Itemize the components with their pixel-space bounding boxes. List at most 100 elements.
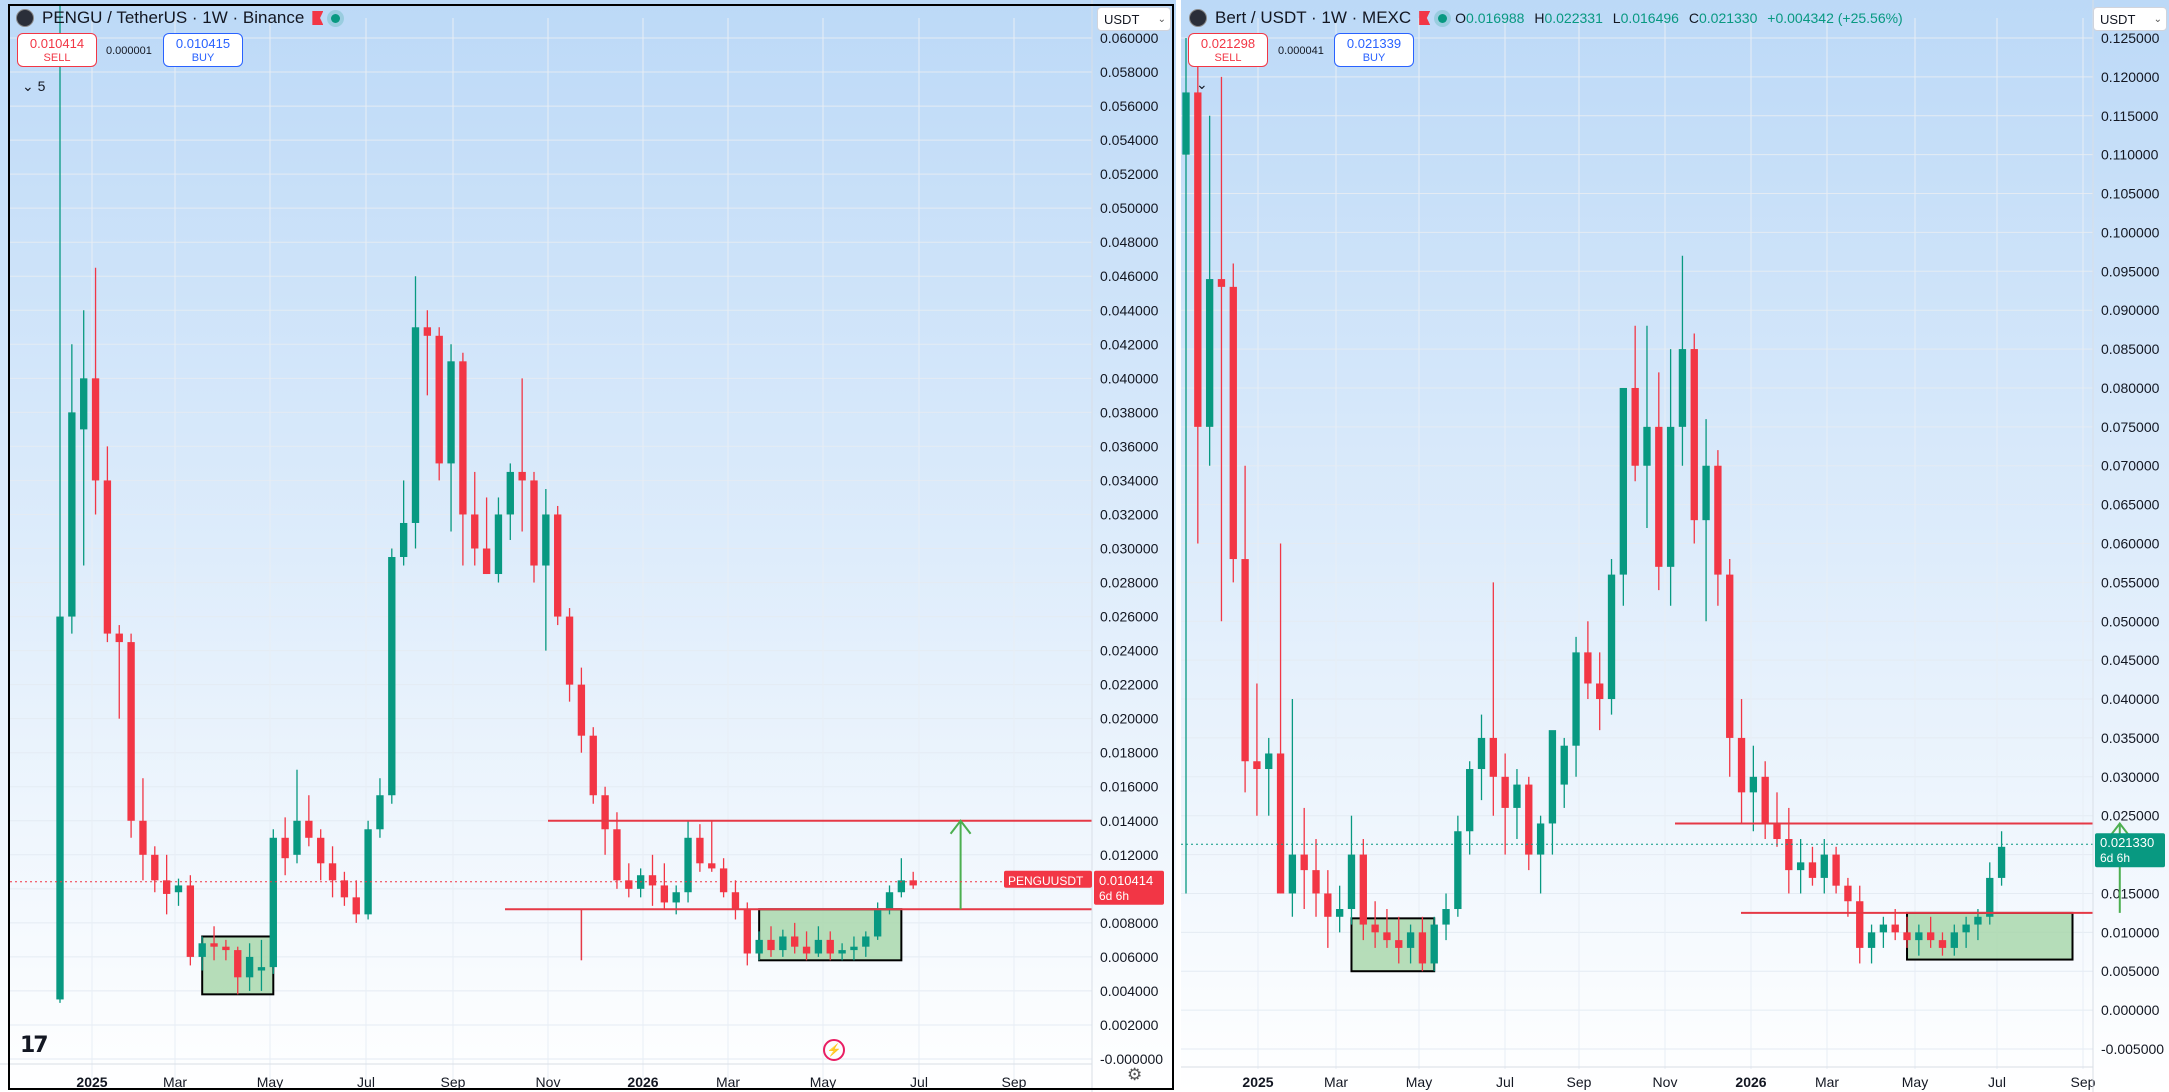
candle-body bbox=[1430, 924, 1438, 964]
candle-body bbox=[340, 880, 349, 898]
candle-body bbox=[1383, 932, 1391, 941]
candle-body bbox=[1950, 932, 1958, 948]
candle-body bbox=[305, 820, 313, 838]
candle-body bbox=[625, 880, 633, 889]
flag-icon[interactable] bbox=[312, 11, 324, 25]
candle-body bbox=[1324, 893, 1332, 917]
candle-body bbox=[518, 471, 526, 481]
candle-body bbox=[139, 820, 147, 855]
pengu-title[interactable]: PENGU / TetherUS · 1W · Binance bbox=[42, 8, 305, 27]
bert-sell-button[interactable]: 0.021298 SELL bbox=[1188, 33, 1268, 67]
bert-chart-svg[interactable]: -0.005000 0.000000 0.005000 0.010000 0.01500… bbox=[1181, 0, 2169, 1092]
candle-body bbox=[814, 939, 823, 954]
x-tick-label: May bbox=[257, 1074, 283, 1090]
candle-body bbox=[1217, 279, 1226, 287]
candle-body bbox=[1856, 901, 1864, 948]
chevron-down-icon: ⌄ bbox=[22, 78, 34, 94]
candle-body bbox=[459, 361, 467, 515]
pengu-buy-label: BUY bbox=[191, 52, 215, 64]
candle-body bbox=[1997, 846, 2006, 878]
candle-body bbox=[376, 795, 384, 830]
candle-body bbox=[1241, 559, 1249, 762]
y-tick-label: 0.085000 bbox=[2101, 341, 2160, 357]
pengu-buy-button[interactable]: 0.010415 BUY bbox=[163, 33, 243, 67]
chevron-down-icon: ⌄ bbox=[1196, 76, 1208, 92]
chart-panel-pengu[interactable]: -0.000000 0.002000 0.004000 0.006000 0.00800… bbox=[0, 0, 1178, 1092]
pengu-sell-button[interactable]: 0.010414 SELL bbox=[17, 33, 97, 67]
candle-body bbox=[68, 412, 76, 617]
x-tick-label: Jul bbox=[1496, 1074, 1514, 1090]
pengu-sell-label: SELL bbox=[43, 52, 71, 64]
pengu-indicator-count: 5 bbox=[37, 78, 46, 94]
bert-indicators-toggle[interactable]: ⌄ bbox=[1196, 76, 1208, 93]
candle-body bbox=[1737, 737, 1746, 793]
y-tick-label: 0.048000 bbox=[1100, 234, 1159, 250]
y-tick-label: 0.050000 bbox=[1100, 200, 1159, 216]
y-tick-label: 0.100000 bbox=[2101, 224, 2160, 240]
x-tick-label: Mar bbox=[1815, 1074, 1839, 1090]
ohlc-change: +0.004342 (+25.56%) bbox=[1767, 10, 1903, 26]
candle-body bbox=[577, 684, 586, 736]
candle-body bbox=[1714, 465, 1722, 575]
candle-body bbox=[873, 909, 882, 937]
pengu-indicators-toggle[interactable]: ⌄ 5 bbox=[22, 78, 45, 95]
up-arrow-head bbox=[949, 819, 972, 835]
candle-body bbox=[1194, 92, 1202, 427]
y-tick-label: 0.042000 bbox=[1100, 336, 1159, 352]
candle-body bbox=[1572, 652, 1580, 746]
ohlc-low: 0.016496 bbox=[1620, 10, 1679, 26]
pengu-chart-svg[interactable]: -0.000000 0.002000 0.004000 0.006000 0.00800… bbox=[0, 0, 1178, 1092]
candle-body bbox=[1820, 854, 1828, 878]
bert-header: Bert / USDT · 1W · MEXC O0.016988 H0.022… bbox=[1189, 8, 1909, 28]
bert-title[interactable]: Bert / USDT · 1W · MEXC bbox=[1215, 8, 1412, 27]
symbol-tag-label: PENGUUSDT bbox=[1008, 874, 1084, 888]
candle-body bbox=[1726, 574, 1734, 738]
x-tick-label: Jul bbox=[1988, 1074, 2006, 1090]
market-open-dot-icon bbox=[331, 13, 341, 23]
bert-sell-price: 0.021298 bbox=[1200, 36, 1256, 51]
candle-body bbox=[1596, 683, 1604, 700]
candle-body bbox=[352, 897, 360, 915]
y-tick-label: 0.002000 bbox=[1100, 1017, 1159, 1033]
y-tick-label: 0.032000 bbox=[1100, 506, 1159, 522]
candle-body bbox=[210, 943, 218, 947]
ohlc-close: 0.021330 bbox=[1698, 10, 1758, 26]
lightning-icon[interactable]: ⚡ bbox=[823, 1039, 845, 1061]
y-tick-label: 0.046000 bbox=[1100, 268, 1159, 284]
x-tick-label: 2025 bbox=[76, 1074, 107, 1090]
x-tick-label: 2026 bbox=[627, 1074, 658, 1090]
candle-body bbox=[1879, 924, 1888, 933]
y-tick-label: 0.016000 bbox=[1100, 779, 1159, 795]
pengu-currency-select[interactable]: USDT ⌄ bbox=[1097, 7, 1171, 31]
candle-body bbox=[471, 514, 479, 549]
x-tick-label: Mar bbox=[716, 1074, 740, 1090]
gear-icon[interactable]: ⚙ bbox=[1127, 1065, 1143, 1084]
panel-separator[interactable] bbox=[1176, 0, 1181, 1092]
candle-body bbox=[1986, 877, 1994, 917]
candle-body bbox=[91, 378, 100, 481]
tradingview-logo[interactable]: 17 bbox=[20, 1033, 49, 1058]
ohlc-o-label: O bbox=[1455, 10, 1467, 26]
price-tag-value: 0.010414 bbox=[1099, 873, 1153, 888]
y-tick-label: 0.075000 bbox=[2101, 419, 2160, 435]
candle-body bbox=[1655, 426, 1663, 567]
pengu-spread: 0.000001 bbox=[106, 45, 152, 57]
y-tick-label: 0.060000 bbox=[1100, 30, 1159, 46]
candle-body bbox=[1926, 932, 1935, 941]
ohlc-c-label: C bbox=[1688, 10, 1699, 26]
pengu-currency-value: USDT bbox=[1104, 12, 1140, 27]
chart-panel-bert[interactable]: -0.005000 0.000000 0.005000 0.010000 0.01500… bbox=[1181, 0, 2169, 1092]
symbol-tag bbox=[1004, 870, 1092, 888]
bert-buy-price: 0.021339 bbox=[1346, 36, 1402, 51]
candle-body bbox=[767, 939, 775, 951]
y-tick-label: 0.006000 bbox=[1100, 949, 1159, 965]
candle-body bbox=[1607, 574, 1616, 700]
candle-body bbox=[565, 616, 574, 685]
y-tick-label: 0.026000 bbox=[1100, 609, 1159, 625]
ohlc-l-label: L bbox=[1612, 10, 1621, 26]
flag-icon[interactable] bbox=[1419, 11, 1431, 25]
bert-buy-button[interactable]: 0.021339 BUY bbox=[1334, 33, 1414, 67]
bert-currency-select[interactable]: USDT ⌄ bbox=[2093, 7, 2167, 31]
x-tick-label: Jul bbox=[910, 1074, 928, 1090]
y-tick-label: 0.028000 bbox=[1100, 575, 1159, 591]
